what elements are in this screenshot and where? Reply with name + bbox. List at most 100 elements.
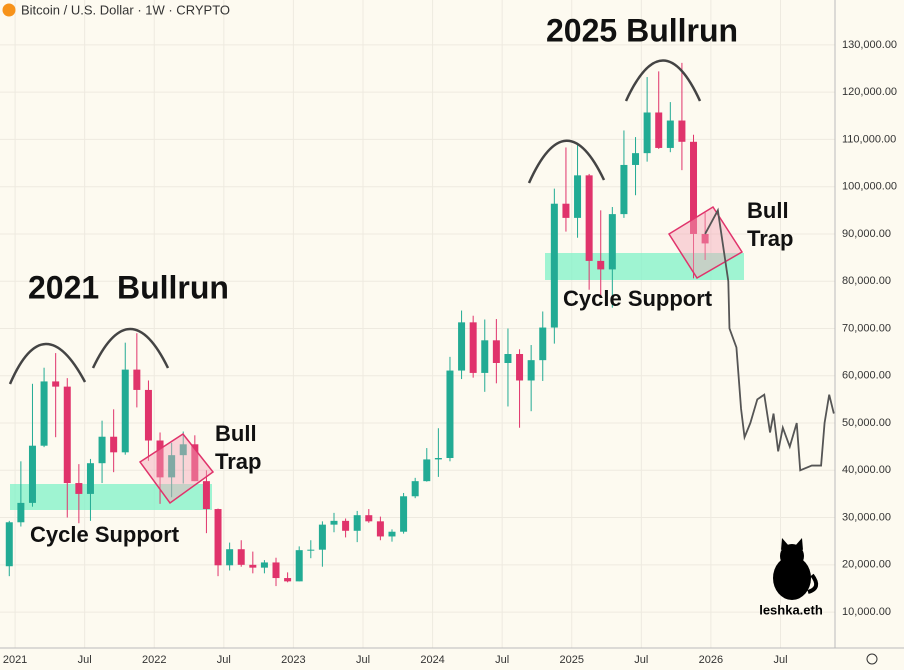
candle-body [272, 562, 280, 579]
x-tick-label: 2022 [142, 654, 166, 666]
candles [5, 62, 709, 587]
candle-body [574, 175, 582, 218]
candle-body [550, 203, 558, 328]
x-tick-label: Jul [634, 654, 648, 666]
candle-body [539, 327, 547, 361]
cat-ear [781, 538, 789, 550]
candle-body [98, 436, 106, 464]
candle-body [121, 369, 129, 453]
y-tick-label: 50,000.00 [842, 417, 891, 429]
candle-body [226, 549, 234, 566]
x-tick-label: Jul [495, 654, 509, 666]
support-zone [545, 253, 744, 280]
candle-body [655, 112, 663, 148]
arc [624, 59, 702, 102]
bull-trap-box [138, 432, 215, 505]
candle-body [620, 164, 628, 215]
candle-body [516, 354, 524, 381]
candle-body [701, 233, 709, 244]
candle-body [179, 444, 187, 456]
candle-body [307, 549, 315, 551]
annotation: Cycle Support [563, 286, 713, 311]
x-tick-label: Jul [78, 654, 92, 666]
x-tick-label: 2021 [3, 654, 27, 666]
candle-body [284, 578, 292, 582]
candle-body [191, 444, 199, 482]
candle-body [318, 524, 326, 550]
candle-body [678, 120, 686, 142]
candle-body [400, 496, 408, 532]
y-tick-label: 80,000.00 [842, 275, 891, 287]
y-tick-label: 130,000.00 [842, 39, 897, 51]
y-tick-label: 10,000.00 [842, 606, 891, 618]
annotation: Cycle Support [30, 522, 180, 547]
y-tick-label: 90,000.00 [842, 228, 891, 240]
candle-body [52, 381, 60, 387]
arc [527, 139, 606, 184]
coin-icon [2, 3, 16, 17]
arcs [8, 59, 702, 385]
x-tick-label: 2025 [560, 654, 584, 666]
cat-logo [773, 538, 819, 600]
candle-body [110, 436, 118, 453]
candle-body [28, 445, 36, 503]
candle-body [330, 520, 338, 525]
candle-body [63, 386, 71, 484]
candle-body [411, 481, 419, 497]
annotation: 2025 Bullrun [546, 12, 738, 48]
arc [8, 342, 87, 385]
candle-body [423, 459, 431, 482]
candle-body [504, 354, 512, 363]
candle-body [388, 531, 396, 537]
candle-body [353, 515, 361, 531]
candle-body [5, 522, 13, 567]
candle-body [365, 515, 373, 522]
annotation: 2021 Bullrun [28, 269, 229, 305]
candle-body [156, 440, 164, 478]
candle-body [17, 502, 25, 523]
arc [91, 327, 170, 369]
candle-body [434, 457, 442, 460]
candle-body [492, 340, 500, 363]
cat-body [773, 556, 811, 600]
candle-body [144, 389, 152, 441]
x-tick-label: 2023 [281, 654, 305, 666]
y-tick-label: 60,000.00 [842, 370, 891, 382]
header-title: Bitcoin / U.S. Dollar · 1W · CRYPTO [21, 2, 230, 17]
candle-body [585, 175, 593, 261]
candle-body [214, 509, 222, 566]
bull-trap-box [667, 205, 744, 280]
x-tick-label: Jul [356, 654, 370, 666]
x-tick-label: 2024 [420, 654, 444, 666]
x-tick-label: Jul [217, 654, 231, 666]
candle-body [40, 381, 48, 446]
annotation: Trap [747, 226, 793, 251]
y-tick-label: 40,000.00 [842, 464, 891, 476]
annotation: Bull [747, 198, 789, 223]
axes: 10,000.00 20,000.00 30,000.00 40,000.00 50,0… [3, 39, 897, 666]
candle-body [643, 112, 651, 154]
y-tick-label: 30,000.00 [842, 511, 891, 523]
y-tick-label: 110,000.00 [842, 133, 896, 145]
candle-body [342, 520, 350, 531]
candle-body [133, 369, 141, 390]
candle-body [562, 203, 570, 218]
y-tick-label: 100,000.00 [842, 181, 897, 193]
candle-body [527, 360, 535, 381]
x-tick-label: 2026 [699, 654, 723, 666]
candle-body [458, 322, 466, 371]
candle-body [481, 340, 489, 373]
y-tick-label: 120,000.00 [842, 86, 897, 98]
candle-body [666, 120, 674, 148]
candle-body [376, 521, 384, 537]
candle-body [75, 483, 83, 494]
candle-body [202, 481, 210, 510]
settings-icon[interactable] [866, 653, 878, 665]
candle-body [469, 322, 477, 373]
cat-ear [795, 538, 803, 550]
watermark: leshka.eth [759, 602, 823, 617]
annotation: Bull [215, 421, 257, 446]
candle-body [632, 153, 640, 165]
candle-body [608, 214, 616, 270]
